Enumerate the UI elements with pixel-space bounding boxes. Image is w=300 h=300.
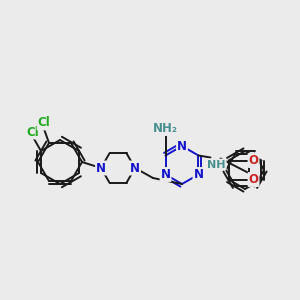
Text: N: N bbox=[130, 161, 140, 175]
Text: N: N bbox=[177, 140, 187, 152]
Text: O: O bbox=[248, 154, 259, 167]
Text: O: O bbox=[248, 173, 259, 186]
Text: Cl: Cl bbox=[38, 116, 50, 129]
Text: NH₂: NH₂ bbox=[153, 122, 178, 135]
Text: N: N bbox=[96, 161, 106, 175]
Text: N: N bbox=[160, 168, 170, 181]
Text: NH: NH bbox=[207, 160, 226, 170]
Text: N: N bbox=[194, 168, 203, 181]
Text: Cl: Cl bbox=[27, 125, 39, 139]
